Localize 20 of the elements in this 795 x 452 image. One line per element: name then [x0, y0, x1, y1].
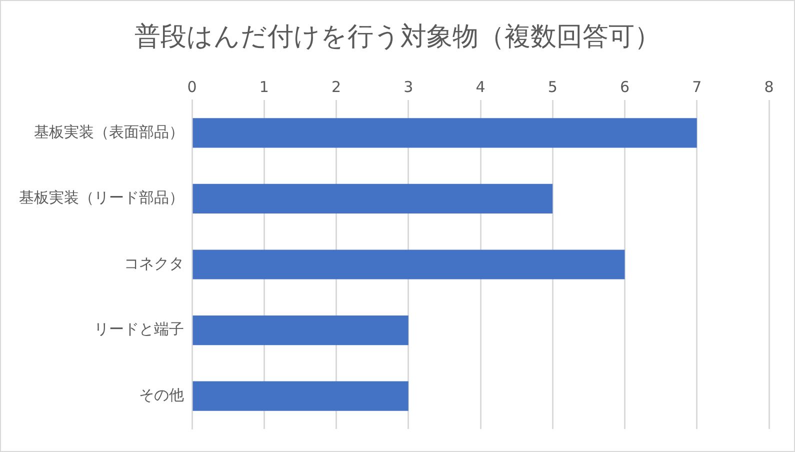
bar	[192, 381, 408, 411]
bar	[192, 315, 408, 346]
x-tick-label: 0	[187, 78, 197, 96]
y-tick-label: コネクタ	[124, 254, 184, 272]
x-tick-label: 6	[620, 78, 630, 96]
x-tick-label: 7	[692, 78, 702, 96]
y-tick-label: 基板実装（表面部品）	[34, 122, 184, 141]
x-tick-label: 5	[548, 78, 558, 96]
y-tick-label: その他	[139, 386, 184, 404]
x-tick-label: 4	[476, 78, 486, 96]
y-tick-label: 基板実装（リード部品）	[19, 188, 184, 207]
x-tick-label: 1	[259, 78, 269, 96]
x-tick-label: 8	[764, 78, 774, 96]
bar	[192, 118, 697, 148]
bar	[192, 184, 553, 214]
bar	[192, 250, 625, 280]
x-tick-label: 2	[331, 78, 342, 96]
x-tick-label: 3	[404, 78, 414, 96]
chart-title: 普段はんだ付けを行う対象物（複数回答可）	[134, 21, 662, 54]
y-tick-label: リードと端子	[94, 320, 184, 338]
